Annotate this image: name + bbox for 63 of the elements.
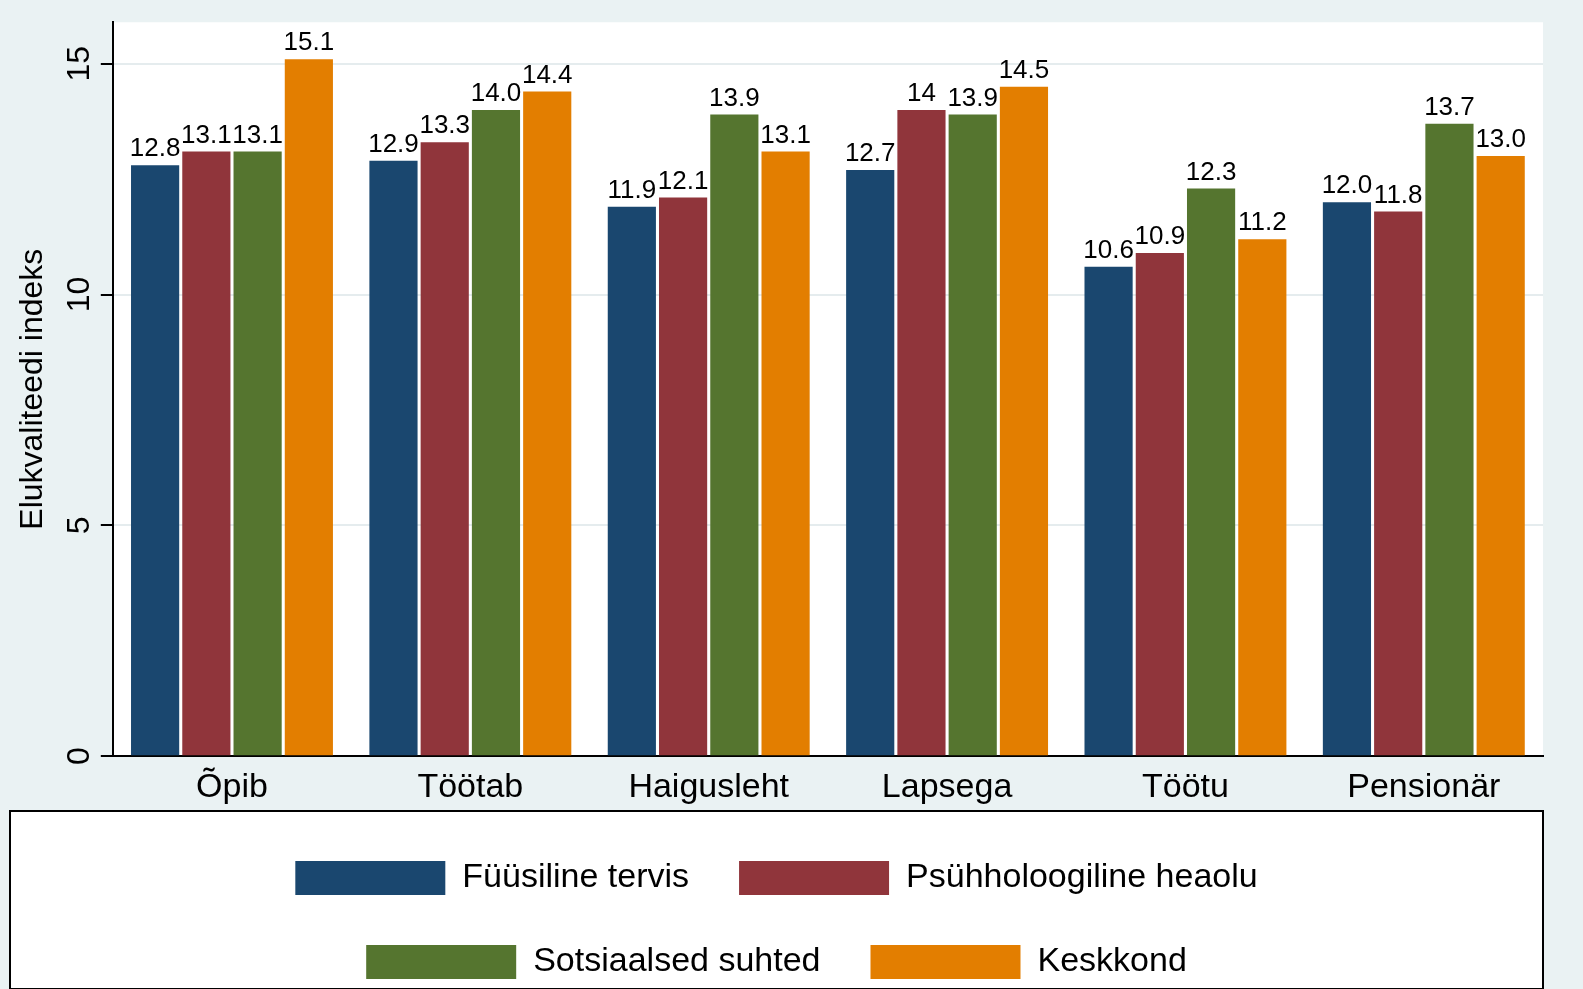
data-label: 10.6 [1083, 234, 1134, 265]
data-label: 13.0 [1475, 123, 1526, 154]
bar [761, 151, 810, 756]
y-tick-label: 5 [59, 516, 96, 535]
data-label: 14 [907, 77, 936, 108]
data-label: 13.9 [947, 81, 999, 112]
legend-label: Sotsiaalsed suhted [533, 940, 821, 979]
bar [607, 206, 656, 756]
data-label: 11.9 [607, 174, 657, 205]
data-label: 13.1 [181, 118, 232, 149]
bar [1374, 211, 1423, 756]
bar [284, 59, 333, 756]
data-label: 11.2 [1237, 206, 1287, 237]
bar [471, 109, 521, 756]
data-label: 13.1 [232, 118, 283, 149]
legend-label: Füüsiline tervis [462, 856, 690, 895]
y-tick-label: 0 [59, 747, 96, 766]
bar [659, 197, 708, 756]
bar [897, 109, 946, 756]
bar [1476, 156, 1525, 756]
y-tick-label: 15 [59, 45, 96, 82]
bar [420, 142, 469, 756]
data-label: 14.0 [470, 77, 522, 108]
bar [710, 114, 759, 756]
data-label: 14.5 [998, 54, 1050, 84]
data-label: 12.7 [844, 137, 896, 168]
legend-label: Psühholoogiline heaolu [906, 856, 1258, 895]
x-tick-label: Haigusleht [628, 765, 790, 804]
data-label: 13.3 [419, 109, 471, 140]
data-label: 12.3 [1185, 155, 1237, 186]
x-tick-label: Töötu [1141, 765, 1229, 804]
bar [1135, 253, 1184, 756]
bar [369, 160, 418, 756]
legend-label: Keskkond [1037, 940, 1187, 979]
x-tick-label: Lapsega [881, 765, 1013, 804]
data-label: 12.9 [368, 127, 419, 158]
bar [1084, 266, 1133, 756]
data-label: 12.0 [1321, 169, 1373, 200]
x-tick-label: Õpib [196, 765, 268, 804]
data-label: 15.1 [283, 26, 335, 57]
bar [1238, 239, 1287, 756]
data-label: 14.4 [521, 58, 573, 89]
data-label: 10.9 [1134, 220, 1186, 251]
data-label: 13.7 [1424, 90, 1475, 121]
bar [1425, 123, 1474, 756]
bar [131, 165, 180, 756]
y-axis-title: Elukvaliteedi indeks [13, 248, 50, 530]
bar [846, 169, 895, 756]
data-label: 11.8 [1373, 178, 1423, 209]
bar [182, 151, 231, 756]
x-tick-label: Pensionär [1347, 765, 1501, 804]
x-tick-label: Töötab [417, 765, 524, 804]
data-label: 12.8 [129, 132, 181, 163]
bar [948, 114, 997, 756]
bar [999, 86, 1049, 756]
data-label: 12.1 [657, 164, 709, 195]
bar [1186, 188, 1236, 756]
bar [1322, 202, 1372, 756]
y-tick-label: 10 [59, 276, 96, 313]
data-label: 13.9 [709, 81, 760, 112]
bar [523, 91, 572, 756]
bar [233, 151, 282, 756]
data-label: 13.1 [760, 118, 811, 149]
